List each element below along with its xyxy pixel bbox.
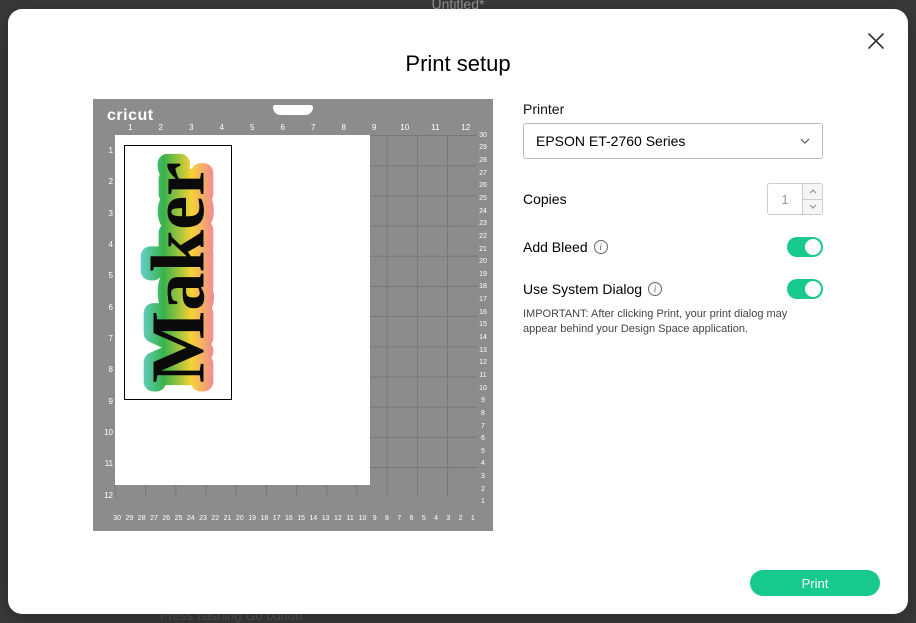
info-icon[interactable]: i	[594, 240, 608, 254]
sysdialog-label: Use System Dialog	[523, 281, 642, 297]
printer-select[interactable]: EPSON ET-2760 Series	[523, 123, 823, 159]
info-icon[interactable]: i	[648, 282, 662, 296]
print-button[interactable]: Print	[750, 570, 880, 596]
chevron-down-icon	[800, 138, 810, 144]
design-bounding-box: Maker Maker	[124, 145, 232, 400]
bleed-label: Add Bleed	[523, 239, 588, 255]
copies-down[interactable]	[803, 200, 822, 215]
document-title: Untitled*	[0, 0, 916, 8]
copies-input[interactable]	[768, 184, 802, 214]
copies-label: Copies	[523, 191, 567, 207]
copies-stepper[interactable]	[767, 183, 823, 215]
mat-notch	[273, 105, 313, 115]
ruler-left: 123456789101112	[99, 135, 113, 511]
ruler-top: 123456789101112	[115, 123, 481, 135]
svg-text:Maker: Maker	[136, 162, 221, 383]
sysdialog-toggle[interactable]	[787, 279, 823, 299]
sysdialog-warning: IMPORTANT: After clicking Print, your pr…	[523, 307, 823, 338]
design-artwork: Maker Maker	[125, 146, 231, 399]
print-paper: Maker Maker	[115, 135, 370, 485]
close-icon[interactable]	[866, 31, 886, 56]
modal-title: Print setup	[8, 9, 908, 77]
printer-value: EPSON ET-2760 Series	[536, 133, 685, 149]
bleed-toggle[interactable]	[787, 237, 823, 257]
ruler-right: 1234567891011121314151617181920212223242…	[477, 132, 489, 511]
print-setup-modal: Print setup cricut 123456789101112 12345…	[8, 9, 908, 614]
mat-preview: cricut 123456789101112 123456789101112 1…	[93, 99, 493, 531]
copies-up[interactable]	[803, 184, 822, 200]
printer-label: Printer	[523, 101, 823, 117]
print-options: Printer EPSON ET-2760 Series Copies Add …	[523, 99, 823, 531]
ruler-bottom: 1234567891011121314151617181920212223242…	[111, 515, 479, 525]
